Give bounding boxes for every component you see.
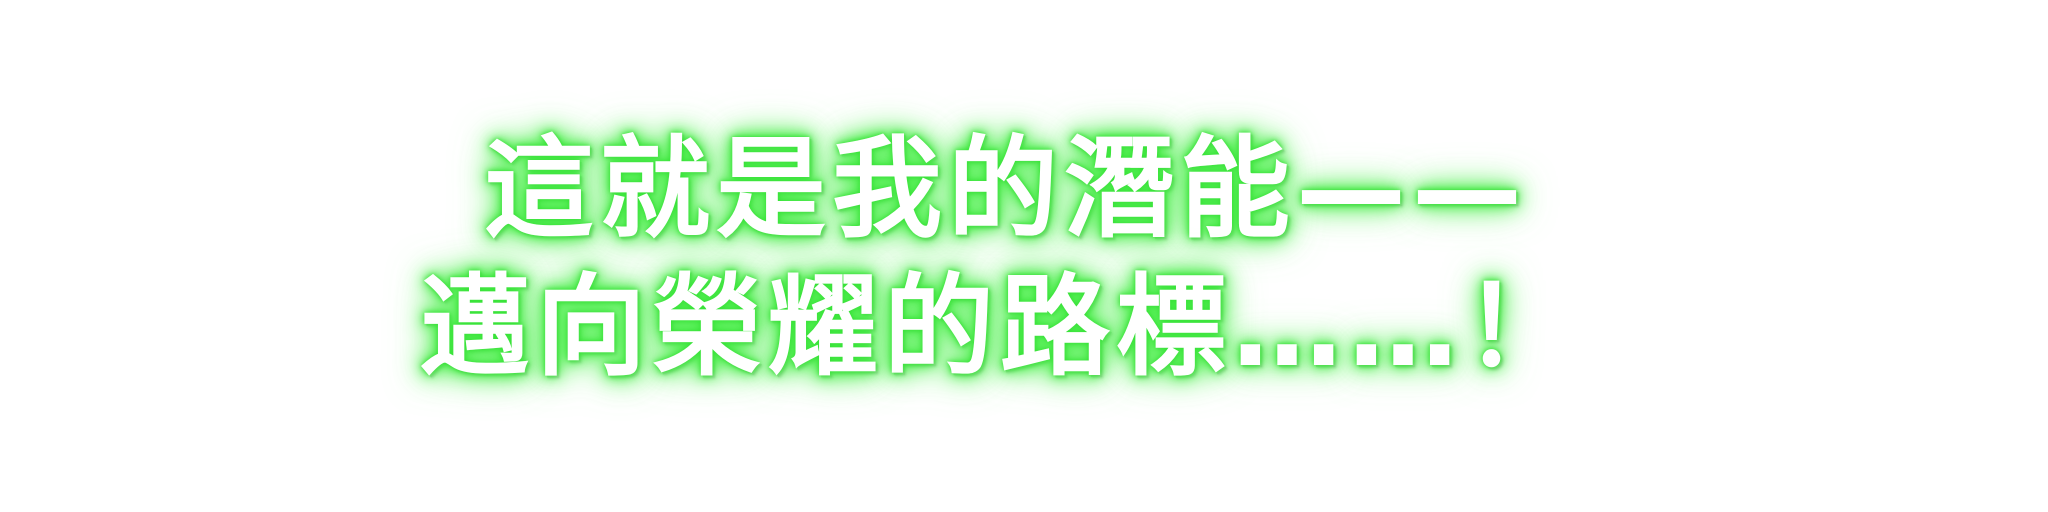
caption-line-2: 邁向榮耀的路標……！ <box>420 263 1580 391</box>
caption-line-1: 這就是我的潛能—— <box>484 125 1528 253</box>
